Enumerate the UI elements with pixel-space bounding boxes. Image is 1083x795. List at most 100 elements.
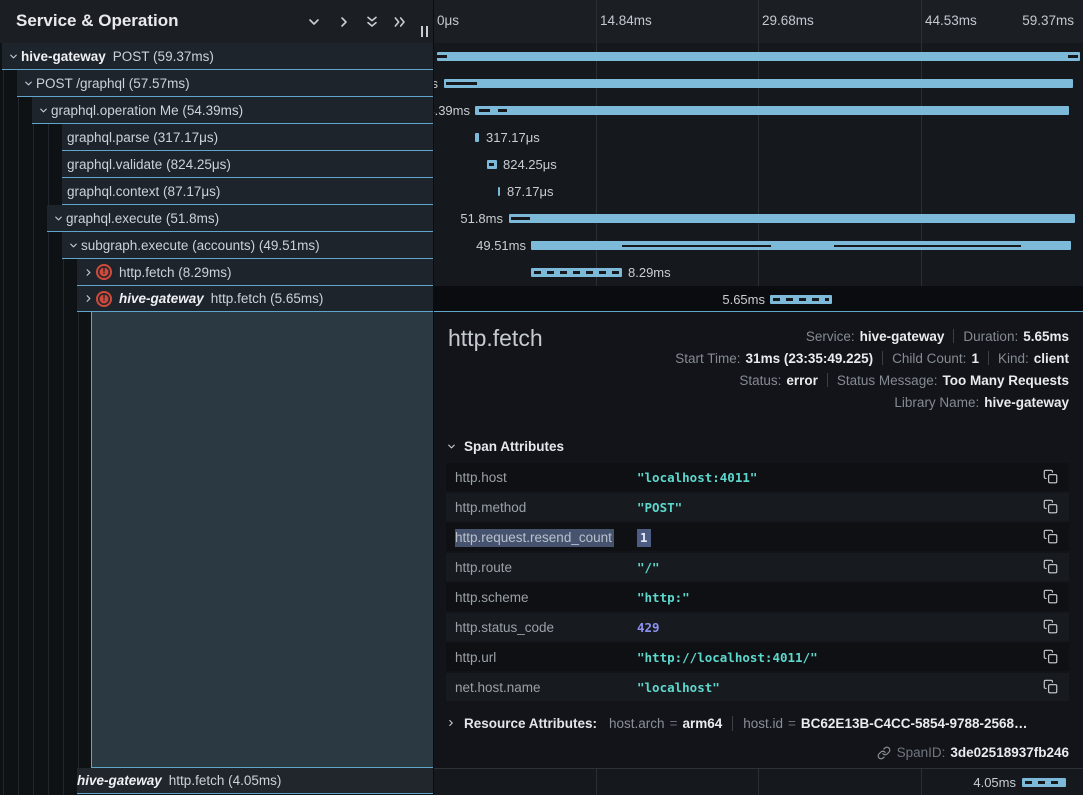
collapse-all-icon[interactable]	[364, 14, 380, 30]
attribute-row[interactable]: http.host "localhost:4011"	[446, 463, 1069, 491]
panel-divider[interactable]	[433, 0, 434, 795]
tick-label: 29.68ms	[762, 13, 814, 28]
tree-row-hive-gateway-post[interactable]: hive-gateway POST (59.37ms)	[2, 43, 434, 70]
gridline	[596, 768, 597, 795]
attribute-row[interactable]: http.method "POST"	[446, 493, 1069, 521]
span-duration: 57.57ms	[434, 76, 438, 91]
tick-label: 14.84ms	[600, 13, 652, 28]
gridline	[758, 0, 759, 312]
attribute-key: http.url	[455, 649, 497, 665]
tree-row-graphql-execute[interactable]: graphql.execute (51.8ms)	[47, 205, 434, 232]
operation-label: subgraph.execute (accounts) (49.51ms)	[81, 237, 320, 253]
copy-icon[interactable]	[1043, 559, 1059, 575]
attribute-value: 1	[637, 528, 651, 547]
chevron-down-icon[interactable]	[6, 49, 21, 63]
meta-label: Library Name:	[894, 394, 980, 410]
attribute-key: http.request.resend_count	[455, 528, 614, 547]
tree-row-graphql-parse[interactable]: graphql.parse (317.17μs)	[62, 124, 434, 151]
meta-label: Start Time:	[675, 350, 741, 366]
selected-row-divider	[77, 311, 1083, 312]
copy-icon[interactable]	[1043, 499, 1059, 515]
tree-row-graphql-operation[interactable]: graphql.operation Me (54.39ms)	[32, 97, 434, 124]
tree-row-http-fetch-selected[interactable]: ! hive-gateway http.fetch (5.65ms)	[77, 286, 434, 312]
section-title: Resource Attributes:	[464, 716, 598, 731]
span-duration: 87.17μs	[507, 184, 554, 199]
attribute-row[interactable]: http.status_code 429	[446, 613, 1069, 641]
operation-label: http.fetch (8.29ms)	[119, 264, 232, 280]
attribute-value: "http:"	[637, 589, 690, 605]
span-bar[interactable]	[487, 160, 497, 169]
meta-value: hive-gateway	[984, 394, 1069, 410]
chevron-down-icon[interactable]	[51, 211, 66, 225]
operation-label: http.fetch (5.65ms)	[210, 291, 324, 306]
error-icon: !	[96, 290, 112, 307]
span-id-row: SpanID: 3de02518937fb246	[877, 745, 1069, 760]
resource-key: host.arch	[609, 716, 665, 731]
attribute-key: http.route	[455, 559, 513, 575]
tree-row-post-graphql[interactable]: POST /graphql (57.57ms)	[17, 70, 434, 97]
tree-row-http-fetch-2[interactable]: hive-gateway http.fetch (4.05ms)	[77, 768, 434, 795]
span-id-label: SpanID:	[896, 745, 946, 760]
attribute-value: "localhost:4011"	[637, 469, 758, 485]
attribute-value: "localhost"	[637, 679, 720, 695]
tree-row-http-fetch-1[interactable]: ! http.fetch (8.29ms)	[77, 259, 434, 286]
collapse-one-icon[interactable]	[306, 14, 322, 30]
copy-icon[interactable]	[1043, 619, 1059, 635]
span-attributes-header[interactable]: Span Attributes	[446, 439, 564, 454]
equals-sign: =	[788, 716, 796, 731]
chevron-right-icon[interactable]	[446, 716, 464, 731]
chevron-down-icon[interactable]	[36, 103, 51, 117]
attribute-key: http.scheme	[455, 589, 529, 605]
operation-label: graphql.context (87.17μs)	[67, 183, 221, 199]
span-duration: 317.17μs	[486, 130, 540, 145]
chevron-right-icon[interactable]	[81, 265, 96, 279]
copy-icon[interactable]	[1043, 469, 1059, 485]
span-bar[interactable]	[475, 133, 479, 142]
meta-value: 1	[971, 350, 979, 366]
span-row: 51.8ms	[434, 205, 1083, 232]
attribute-row[interactable]: http.url "http://localhost:4011/"	[446, 643, 1069, 671]
meta-label: Status Message:	[836, 372, 938, 388]
span-bar[interactable]	[475, 106, 1069, 115]
tree-row-subgraph-execute[interactable]: subgraph.execute (accounts) (49.51ms)	[62, 232, 434, 259]
indent-guide	[78, 43, 79, 795]
chevron-right-icon[interactable]	[81, 292, 96, 306]
span-bar[interactable]	[770, 295, 832, 304]
meta-value: Too Many Requests	[942, 372, 1069, 388]
resource-attributes-row[interactable]: Resource Attributes: host.arch = arm64 h…	[446, 716, 1028, 731]
attribute-row[interactable]: http.scheme "http:"	[446, 583, 1069, 611]
tree-row-graphql-validate[interactable]: graphql.validate (824.25μs)	[62, 151, 434, 178]
span-id-value[interactable]: 3de02518937fb246	[950, 745, 1069, 760]
span-duration: 49.51ms	[476, 238, 526, 253]
attribute-row[interactable]: http.route "/"	[446, 553, 1069, 581]
attribute-row-selected[interactable]: http.request.resend_count 1	[446, 523, 1069, 551]
expand-all-icon[interactable]	[392, 14, 408, 30]
attribute-row[interactable]: net.host.name "localhost"	[446, 673, 1069, 701]
copy-icon[interactable]	[1043, 649, 1059, 665]
tree-row-graphql-context[interactable]: graphql.context (87.17μs)	[62, 178, 434, 205]
expand-one-icon[interactable]	[336, 14, 352, 30]
meta-value: error	[786, 372, 818, 388]
resize-grip-icon[interactable]	[421, 26, 431, 38]
chevron-down-icon[interactable]	[66, 238, 81, 252]
span-bar[interactable]	[531, 268, 622, 277]
span-bar[interactable]	[437, 52, 1080, 61]
service-name: hive-gateway	[119, 291, 204, 306]
meta-value: hive-gateway	[859, 328, 945, 344]
tick-label: 0μs	[437, 13, 460, 28]
span-bar[interactable]	[509, 214, 1075, 223]
span-bar[interactable]	[531, 241, 1071, 250]
span-bar[interactable]	[1022, 778, 1066, 787]
span-bar[interactable]	[498, 187, 500, 196]
span-bar[interactable]	[444, 79, 1073, 88]
resource-key: host.id	[743, 716, 784, 731]
operation-label: http.fetch (4.05ms)	[168, 773, 282, 788]
span-row: 317.17μs	[434, 124, 1083, 151]
copy-icon[interactable]	[1043, 529, 1059, 545]
chevron-down-icon[interactable]	[21, 76, 36, 90]
copy-icon[interactable]	[1043, 679, 1059, 695]
attribute-value: "http://localhost:4011/"	[637, 649, 818, 665]
copy-icon[interactable]	[1043, 589, 1059, 605]
span-meta: Service: hive-gateway Duration: 5.65ms S…	[675, 325, 1069, 413]
